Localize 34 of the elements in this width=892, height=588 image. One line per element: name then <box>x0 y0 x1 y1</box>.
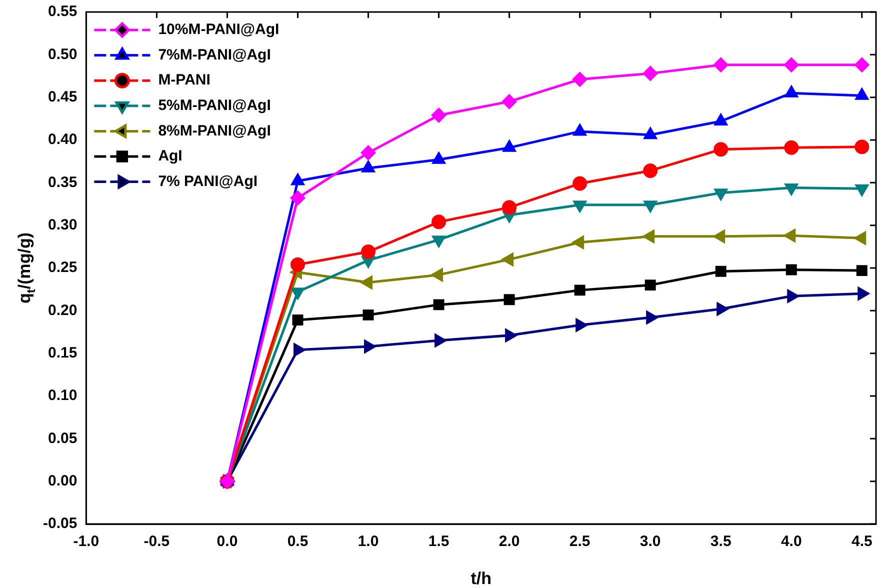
x-axis-title: t/h <box>470 569 492 588</box>
y-tick-label: 0.25 <box>48 259 78 276</box>
x-tick-label: 1.0 <box>358 533 379 550</box>
y-tick-label: 0.00 <box>48 472 78 490</box>
x-tick-label: -0.5 <box>144 533 170 550</box>
x-tick-label: 2.0 <box>498 533 520 550</box>
x-tick-label: 4.5 <box>851 533 872 550</box>
y-tick-label: 0.55 <box>48 3 78 20</box>
legend-label: 10%M-PANI@AgI <box>158 21 280 38</box>
y-tick-label: 0.20 <box>48 302 78 319</box>
x-tick-label: 3.0 <box>640 533 661 550</box>
y-tick-label: 0.15 <box>48 344 78 362</box>
legend-label: 7%M-PANI@AgI <box>158 46 271 64</box>
y-tick-label: 0.10 <box>48 387 78 404</box>
legend-label: 5%M-PANI@AgI <box>158 97 271 114</box>
legend-label: 7% PANI@AgI <box>158 172 258 190</box>
y-tick-label: 0.30 <box>48 216 78 234</box>
x-tick-label: 1.5 <box>428 533 450 550</box>
legend-label: AgI <box>158 148 182 165</box>
y-tick-label: 0.35 <box>48 174 78 191</box>
x-tick-label: 0.0 <box>216 533 238 550</box>
y-axis-title: qt/(mg/g) <box>15 232 38 304</box>
y-tick-label: 0.45 <box>48 88 78 106</box>
x-tick-label: 2.5 <box>569 533 590 550</box>
x-tick-label: -1.0 <box>73 533 100 550</box>
y-tick-label: 0.50 <box>48 46 78 63</box>
y-tick-label: 0.05 <box>48 430 78 447</box>
x-tick-label: 4.0 <box>780 533 802 550</box>
x-tick-label: 3.5 <box>710 533 732 550</box>
legend-label: 8%M-PANI@AgI <box>158 122 271 140</box>
x-tick-label: 0.5 <box>287 533 308 550</box>
y-tick-label: -0.05 <box>42 515 78 532</box>
legend-label: M-PANI <box>158 72 210 89</box>
y-tick-label: 0.40 <box>48 131 78 148</box>
